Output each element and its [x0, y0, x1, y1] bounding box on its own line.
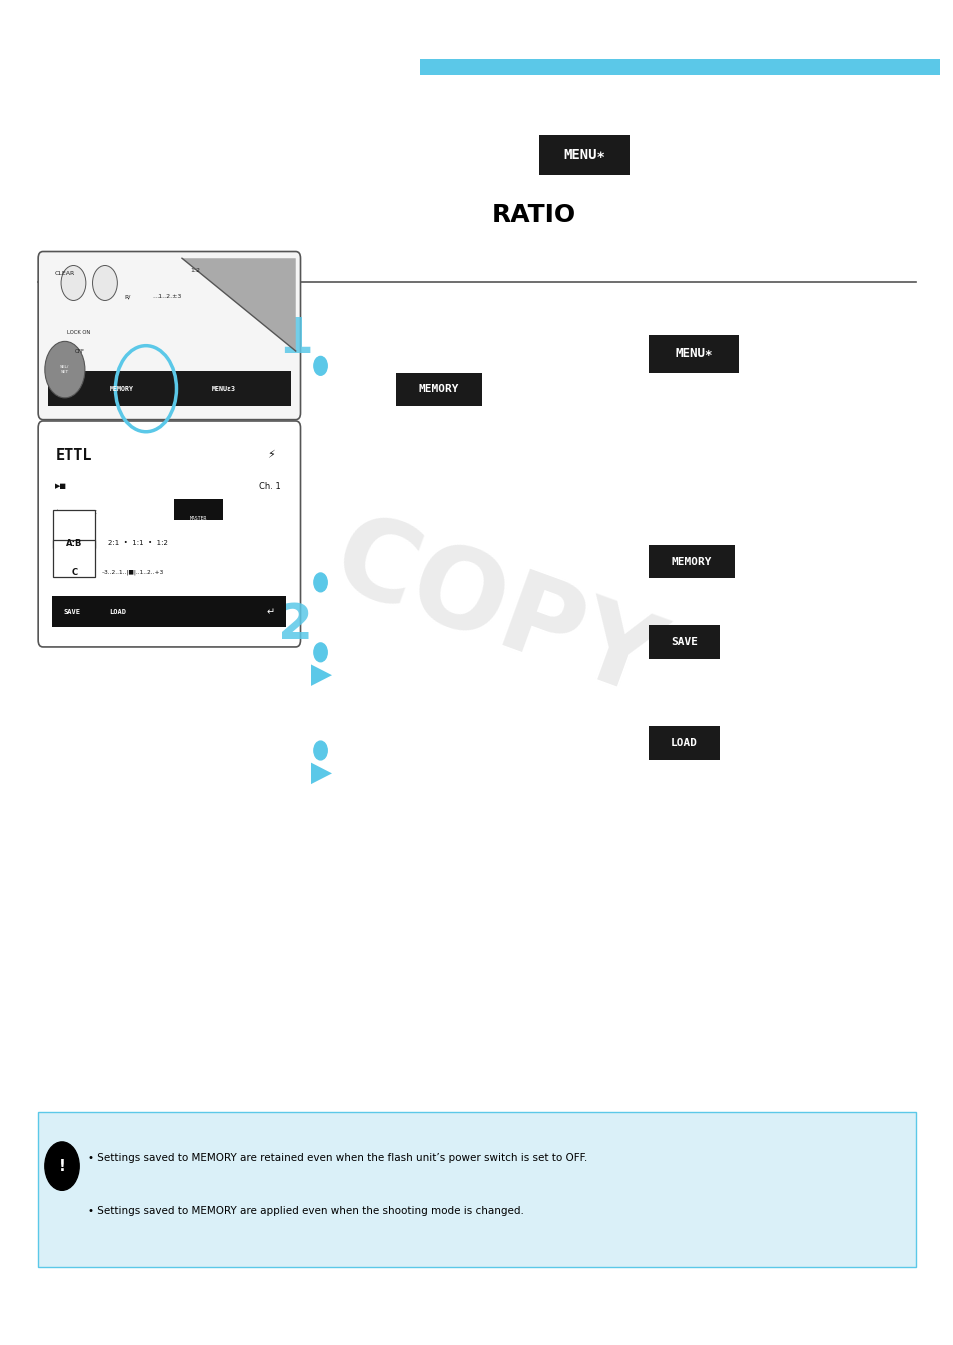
Text: • Settings saved to MEMORY are applied even when the shooting mode is changed.: • Settings saved to MEMORY are applied e… — [88, 1206, 523, 1216]
Text: SAVE: SAVE — [670, 638, 698, 647]
FancyBboxPatch shape — [538, 134, 629, 175]
Circle shape — [45, 1142, 79, 1190]
Text: …1..2.±3: …1..2.±3 — [152, 295, 182, 300]
Text: CLEAR: CLEAR — [54, 272, 74, 276]
Text: C: C — [71, 568, 77, 577]
Text: MENU∗: MENU∗ — [675, 347, 712, 360]
Circle shape — [45, 342, 85, 398]
Text: 2: 2 — [278, 601, 313, 650]
Polygon shape — [182, 258, 295, 351]
Text: SEL/
SET: SEL/ SET — [60, 366, 70, 374]
FancyBboxPatch shape — [648, 545, 734, 578]
Circle shape — [314, 741, 327, 760]
Text: OFF: OFF — [74, 348, 84, 354]
Text: ↵: ↵ — [267, 607, 274, 617]
Text: Ch. 1: Ch. 1 — [259, 482, 281, 491]
Text: SAVE: SAVE — [63, 609, 80, 615]
FancyBboxPatch shape — [648, 625, 720, 659]
Text: –3..2..1..|■|..1..2..+3: –3..2..1..|■|..1..2..+3 — [102, 570, 164, 576]
FancyBboxPatch shape — [53, 539, 95, 577]
FancyBboxPatch shape — [173, 499, 223, 519]
FancyBboxPatch shape — [419, 59, 939, 75]
Text: R/: R/ — [124, 295, 131, 300]
Text: ⚡: ⚡ — [267, 451, 274, 460]
Text: ▶■: ▶■ — [55, 483, 68, 490]
Circle shape — [61, 265, 86, 300]
Circle shape — [314, 643, 327, 662]
Circle shape — [314, 573, 327, 592]
Text: LOAD: LOAD — [670, 738, 698, 748]
FancyBboxPatch shape — [38, 1112, 915, 1267]
Polygon shape — [311, 763, 332, 784]
Text: 1: 1 — [278, 315, 313, 363]
Text: LOAD: LOAD — [109, 609, 126, 615]
Text: 1:2: 1:2 — [191, 268, 200, 273]
Text: MEMORY: MEMORY — [671, 557, 711, 566]
FancyBboxPatch shape — [48, 371, 291, 406]
Text: MENUε3: MENUε3 — [212, 386, 236, 391]
Circle shape — [92, 265, 117, 300]
Text: RATIO: RATIO — [492, 203, 576, 227]
Text: MEMORY: MEMORY — [110, 386, 134, 391]
FancyBboxPatch shape — [52, 596, 286, 627]
Text: A:B: A:B — [66, 538, 83, 547]
FancyBboxPatch shape — [648, 726, 720, 760]
Text: !: ! — [58, 1158, 66, 1174]
FancyBboxPatch shape — [648, 335, 739, 373]
Text: MEMORY: MEMORY — [418, 385, 458, 394]
Text: ↕ RATIO A:B C: ↕ RATIO A:B C — [55, 510, 97, 515]
Circle shape — [314, 356, 327, 375]
Text: MENU∗: MENU∗ — [563, 148, 604, 161]
Text: • Settings saved to MEMORY are retained even when the flash unit’s power switch : • Settings saved to MEMORY are retained … — [88, 1153, 586, 1162]
FancyBboxPatch shape — [53, 510, 95, 547]
FancyBboxPatch shape — [395, 373, 481, 406]
Polygon shape — [311, 664, 332, 686]
FancyBboxPatch shape — [38, 252, 300, 420]
Text: ETTL: ETTL — [55, 448, 91, 463]
Text: MASTER: MASTER — [190, 515, 207, 521]
Text: LOCK ON: LOCK ON — [67, 330, 90, 335]
Text: COPY: COPY — [318, 504, 673, 720]
FancyBboxPatch shape — [38, 421, 300, 647]
Text: 2:1  •  1:1  •  1:2: 2:1 • 1:1 • 1:2 — [108, 541, 168, 546]
